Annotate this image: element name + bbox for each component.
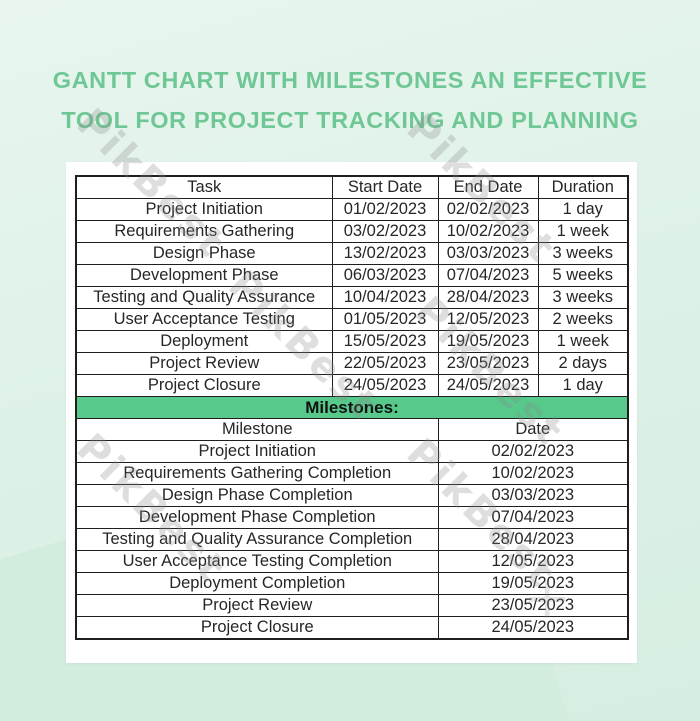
milestone-row: Requirements Gathering Completion 10/02/… xyxy=(75,462,629,485)
start-date-cell: 13/02/2023 xyxy=(331,242,439,265)
end-date-cell: 28/04/2023 xyxy=(437,286,539,309)
milestone-row: User Acceptance Testing Completion 12/05… xyxy=(75,550,629,573)
task-cell: Testing and Quality Assurance xyxy=(75,286,333,309)
milestone-date-cell: 23/05/2023 xyxy=(437,594,629,617)
end-date-cell: 24/05/2023 xyxy=(437,374,539,397)
milestone-date-cell: 02/02/2023 xyxy=(437,440,629,463)
end-date-cell: 03/03/2023 xyxy=(437,242,539,265)
task-header-row: Task Start Date End Date Duration xyxy=(75,175,629,199)
milestone-date-cell: 03/03/2023 xyxy=(437,484,629,507)
duration-cell: 1 week xyxy=(537,220,629,243)
duration-cell: 3 weeks xyxy=(537,286,629,309)
milestone-name-cell: Requirements Gathering Completion xyxy=(75,462,439,485)
milestone-date-cell: 19/05/2023 xyxy=(437,572,629,595)
end-date-column-header: End Date xyxy=(437,175,539,199)
start-date-column-header: Start Date xyxy=(331,175,439,199)
gantt-table: Task Start Date End Date Duration Projec… xyxy=(75,175,629,640)
table-card: Task Start Date End Date Duration Projec… xyxy=(66,162,637,663)
start-date-cell: 10/04/2023 xyxy=(331,286,439,309)
table-row: Project Initiation 01/02/2023 02/02/2023… xyxy=(75,198,629,221)
milestone-row: Project Initiation 02/02/2023 xyxy=(75,440,629,463)
table-row: Testing and Quality Assurance 10/04/2023… xyxy=(75,286,629,309)
duration-cell: 1 day xyxy=(537,374,629,397)
milestone-header-row: Milestone Date xyxy=(75,418,629,441)
end-date-cell: 10/02/2023 xyxy=(437,220,539,243)
page-title-line2: TOOL FOR PROJECT TRACKING AND PLANNING xyxy=(61,107,639,133)
task-cell: Project Review xyxy=(75,352,333,375)
start-date-cell: 06/03/2023 xyxy=(331,264,439,287)
duration-cell: 2 days xyxy=(537,352,629,375)
milestone-row: Project Closure 24/05/2023 xyxy=(75,616,629,640)
milestone-name-cell: Project Review xyxy=(75,594,439,617)
task-cell: Design Phase xyxy=(75,242,333,265)
task-cell: User Acceptance Testing xyxy=(75,308,333,331)
start-date-cell: 22/05/2023 xyxy=(331,352,439,375)
table-row: Project Review 22/05/2023 23/05/2023 2 d… xyxy=(75,352,629,375)
table-row: User Acceptance Testing 01/05/2023 12/05… xyxy=(75,308,629,331)
milestone-name-cell: Development Phase Completion xyxy=(75,506,439,529)
end-date-cell: 12/05/2023 xyxy=(437,308,539,331)
task-cell: Development Phase xyxy=(75,264,333,287)
end-date-cell: 07/04/2023 xyxy=(437,264,539,287)
milestone-name-cell: Deployment Completion xyxy=(75,572,439,595)
milestone-name-cell: Testing and Quality Assurance Completion xyxy=(75,528,439,551)
milestone-name-cell: Project Initiation xyxy=(75,440,439,463)
milestone-date-cell: 10/02/2023 xyxy=(437,462,629,485)
task-column-header: Task xyxy=(75,175,333,199)
milestone-date-cell: 07/04/2023 xyxy=(437,506,629,529)
milestones-banner-row: Milestones: xyxy=(75,396,629,419)
milestone-date-cell: 24/05/2023 xyxy=(437,616,629,640)
start-date-cell: 03/02/2023 xyxy=(331,220,439,243)
milestone-date-cell: 28/04/2023 xyxy=(437,528,629,551)
start-date-cell: 15/05/2023 xyxy=(331,330,439,353)
end-date-cell: 23/05/2023 xyxy=(437,352,539,375)
milestone-name-cell: Project Closure xyxy=(75,616,439,640)
milestone-name-cell: Design Phase Completion xyxy=(75,484,439,507)
page-title-line1: GANTT CHART WITH MILESTONES AN EFFECTIVE xyxy=(52,67,648,93)
end-date-cell: 02/02/2023 xyxy=(437,198,539,221)
table-row: Requirements Gathering 03/02/2023 10/02/… xyxy=(75,220,629,243)
task-cell: Requirements Gathering xyxy=(75,220,333,243)
milestone-row: Development Phase Completion 07/04/2023 xyxy=(75,506,629,529)
milestone-date-column-header: Date xyxy=(437,418,629,441)
milestone-row: Project Review 23/05/2023 xyxy=(75,594,629,617)
start-date-cell: 24/05/2023 xyxy=(331,374,439,397)
start-date-cell: 01/02/2023 xyxy=(331,198,439,221)
start-date-cell: 01/05/2023 xyxy=(331,308,439,331)
milestone-row: Design Phase Completion 03/03/2023 xyxy=(75,484,629,507)
duration-cell: 3 weeks xyxy=(537,242,629,265)
duration-cell: 1 week xyxy=(537,330,629,353)
milestone-row: Deployment Completion 19/05/2023 xyxy=(75,572,629,595)
page-title: GANTT CHART WITH MILESTONES AN EFFECTIVE… xyxy=(0,60,700,140)
duration-cell: 2 weeks xyxy=(537,308,629,331)
milestone-name-cell: User Acceptance Testing Completion xyxy=(75,550,439,573)
duration-cell: 1 day xyxy=(537,198,629,221)
milestone-column-header: Milestone xyxy=(75,418,439,441)
table-row: Design Phase 13/02/2023 03/03/2023 3 wee… xyxy=(75,242,629,265)
task-cell: Project Initiation xyxy=(75,198,333,221)
table-row: Development Phase 06/03/2023 07/04/2023 … xyxy=(75,264,629,287)
duration-cell: 5 weeks xyxy=(537,264,629,287)
table-row: Project Closure 24/05/2023 24/05/2023 1 … xyxy=(75,374,629,397)
end-date-cell: 19/05/2023 xyxy=(437,330,539,353)
task-cell: Deployment xyxy=(75,330,333,353)
duration-column-header: Duration xyxy=(537,175,629,199)
milestone-row: Testing and Quality Assurance Completion… xyxy=(75,528,629,551)
milestones-banner: Milestones: xyxy=(75,396,629,419)
task-cell: Project Closure xyxy=(75,374,333,397)
milestone-date-cell: 12/05/2023 xyxy=(437,550,629,573)
table-row: Deployment 15/05/2023 19/05/2023 1 week xyxy=(75,330,629,353)
